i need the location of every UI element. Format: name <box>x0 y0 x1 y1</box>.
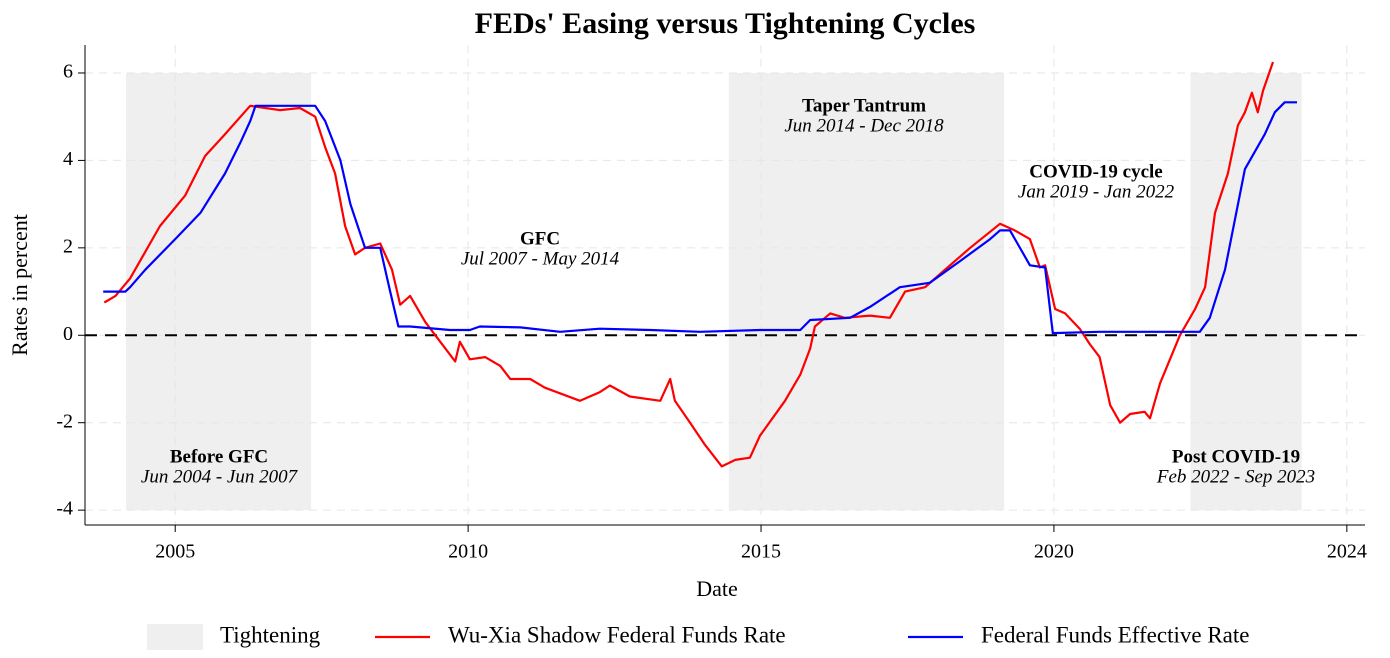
x-tick-label: 2005 <box>155 541 195 563</box>
series-line <box>103 101 1297 335</box>
annotation-title: Post COVID-19 <box>1172 446 1300 467</box>
annotation-subtitle: Feb 2022 - Sep 2023 <box>1156 466 1315 487</box>
chart-title: FEDs' Easing versus Tightening Cycles <box>475 7 976 40</box>
annotation-title: GFC <box>520 228 560 249</box>
series-line <box>103 61 1275 468</box>
x-tick-label: 2024 <box>1327 541 1367 563</box>
legend-swatch <box>147 624 203 650</box>
tightening-band <box>1190 72 1302 511</box>
tightening-band <box>728 72 1005 511</box>
annotation-subtitle: Jun 2004 - Jun 2007 <box>141 466 299 487</box>
annotation-title: COVID-19 cycle <box>1029 161 1163 182</box>
legend-label: Tightening <box>220 622 321 647</box>
x-tick-label: 2015 <box>741 541 781 563</box>
annotation-subtitle: Jun 2014 - Dec 2018 <box>784 115 944 136</box>
annotation-title: Taper Tantrum <box>802 95 926 116</box>
y-tick-label: 0 <box>63 323 73 345</box>
y-tick-label: 2 <box>63 235 73 257</box>
y-axis-label: Rates in percent <box>7 214 32 356</box>
legend-label: Federal Funds Effective Rate <box>981 622 1249 647</box>
y-tick-label: -2 <box>56 410 73 432</box>
y-tick-label: 6 <box>63 61 73 83</box>
tightening-band <box>126 72 312 511</box>
annotation-title: Before GFC <box>170 446 268 467</box>
y-tick-label: -4 <box>56 498 73 520</box>
annotation-subtitle: Jul 2007 - May 2014 <box>461 248 620 269</box>
legend-label: Wu-Xia Shadow Federal Funds Rate <box>448 622 786 647</box>
x-axis-label: Date <box>696 576 738 601</box>
x-tick-label: 2010 <box>448 541 488 563</box>
x-tick-label: 2020 <box>1034 541 1074 563</box>
y-tick-label: 4 <box>63 148 73 170</box>
annotation-subtitle: Jan 2019 - Jan 2022 <box>1018 181 1175 202</box>
